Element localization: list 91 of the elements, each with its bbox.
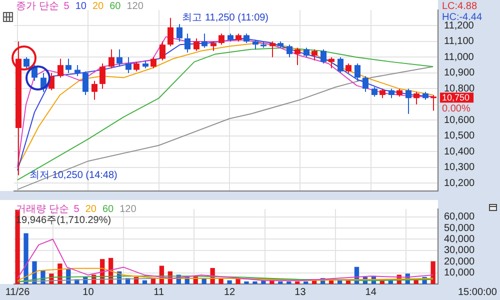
y-tick-label: 10,500 bbox=[444, 130, 476, 142]
candlestick bbox=[252, 39, 258, 50]
text: 10 bbox=[75, 0, 87, 12]
candlestick bbox=[380, 88, 386, 99]
annotation: 최고 11,250 (11:09) bbox=[182, 12, 269, 24]
candlestick bbox=[270, 40, 276, 58]
candlestick bbox=[116, 48, 122, 68]
bar bbox=[328, 280, 334, 284]
text: 0.00% bbox=[442, 103, 470, 114]
y-tick-label: 10,900 bbox=[444, 68, 476, 79]
y-tick-label: 10,300 bbox=[444, 162, 476, 174]
y-tick-label: 60,000 bbox=[444, 212, 476, 223]
candlestick bbox=[320, 48, 326, 64]
text: 5 bbox=[74, 204, 80, 215]
candlestick bbox=[346, 63, 352, 74]
candlestick bbox=[126, 56, 132, 74]
bar bbox=[227, 280, 232, 284]
text: 5 bbox=[64, 0, 70, 12]
candlestick bbox=[74, 64, 80, 77]
text: 15:00:00 bbox=[458, 286, 498, 298]
bar bbox=[278, 281, 283, 284]
annotation: 최저 10,250 (14:48) bbox=[30, 170, 118, 182]
candlestick bbox=[134, 61, 140, 72]
candlestick bbox=[304, 47, 310, 58]
text: LC:4.88 bbox=[442, 0, 478, 12]
x-tick-label: 14 bbox=[365, 286, 377, 298]
candlestick bbox=[82, 70, 88, 96]
bar bbox=[286, 281, 292, 284]
x-tick-label: 11 bbox=[154, 286, 164, 298]
x-tick-label: 10 bbox=[82, 286, 94, 298]
y-tick-label: 10,400 bbox=[444, 146, 476, 158]
bar bbox=[337, 280, 342, 284]
candlestick bbox=[244, 33, 250, 44]
candlestick bbox=[176, 24, 182, 42]
text: 20 bbox=[92, 0, 104, 12]
candlestick bbox=[328, 56, 334, 69]
y-tick-label: 10,000 bbox=[444, 268, 476, 279]
candlestick bbox=[312, 48, 318, 61]
candlestick bbox=[168, 17, 174, 47]
candlestick bbox=[194, 38, 200, 52]
bar bbox=[430, 261, 436, 284]
candlestick bbox=[362, 76, 368, 92]
text: 120 bbox=[120, 204, 137, 215]
candlestick bbox=[388, 88, 394, 99]
y-tick-label: 10,200 bbox=[444, 178, 476, 189]
y-tick-label: 40,000 bbox=[444, 234, 476, 245]
candlestick bbox=[202, 33, 208, 48]
x-tick-label: 12 bbox=[224, 286, 236, 298]
bar bbox=[142, 280, 148, 284]
text: 10,750 bbox=[442, 92, 470, 103]
y-tick-label: 50,000 bbox=[444, 222, 476, 234]
bar bbox=[24, 233, 28, 284]
candlestick bbox=[160, 40, 166, 61]
candlestick bbox=[406, 88, 412, 114]
candlestick bbox=[24, 56, 30, 69]
text: 120 bbox=[126, 0, 144, 12]
candlestick bbox=[100, 63, 106, 90]
bar bbox=[252, 281, 258, 284]
y-tick-label: 20,000 bbox=[444, 256, 476, 268]
y-tick-label: 10,600 bbox=[444, 114, 476, 126]
x-tick-label: 13 bbox=[294, 286, 306, 298]
candlestick bbox=[338, 56, 344, 74]
candlestick bbox=[58, 58, 64, 78]
text: 60 bbox=[102, 204, 114, 215]
candlestick bbox=[286, 44, 292, 58]
candlestick bbox=[430, 94, 436, 112]
candlestick bbox=[354, 63, 360, 82]
candlestick bbox=[210, 40, 216, 52]
bar bbox=[244, 281, 249, 284]
candlestick bbox=[108, 48, 114, 69]
candlestick bbox=[414, 91, 420, 105]
y-tick-label: 30,000 bbox=[444, 245, 476, 256]
candlestick bbox=[150, 56, 156, 69]
y-tick-label: 11,100 bbox=[444, 36, 474, 48]
candlestick bbox=[92, 80, 98, 100]
candlestick bbox=[294, 47, 300, 66]
candlestick bbox=[184, 33, 190, 53]
candlestick bbox=[218, 33, 224, 46]
text: 60 bbox=[110, 0, 122, 12]
y-tick-label: 11,000 bbox=[444, 52, 474, 63]
bar bbox=[295, 281, 300, 284]
bar bbox=[304, 281, 308, 284]
legend-title: 거래량 단순 bbox=[16, 204, 69, 215]
candlestick bbox=[372, 86, 378, 98]
legend-title: 종가 단순 bbox=[16, 0, 59, 12]
y-tick-label: 10,800 bbox=[444, 83, 476, 94]
y-tick-label: 11,200 bbox=[444, 20, 474, 32]
text: 20 bbox=[85, 204, 97, 215]
text: HC:-4.44 bbox=[442, 12, 482, 23]
x-tick-label: 11/26 bbox=[5, 286, 30, 298]
candlestick bbox=[66, 58, 72, 74]
